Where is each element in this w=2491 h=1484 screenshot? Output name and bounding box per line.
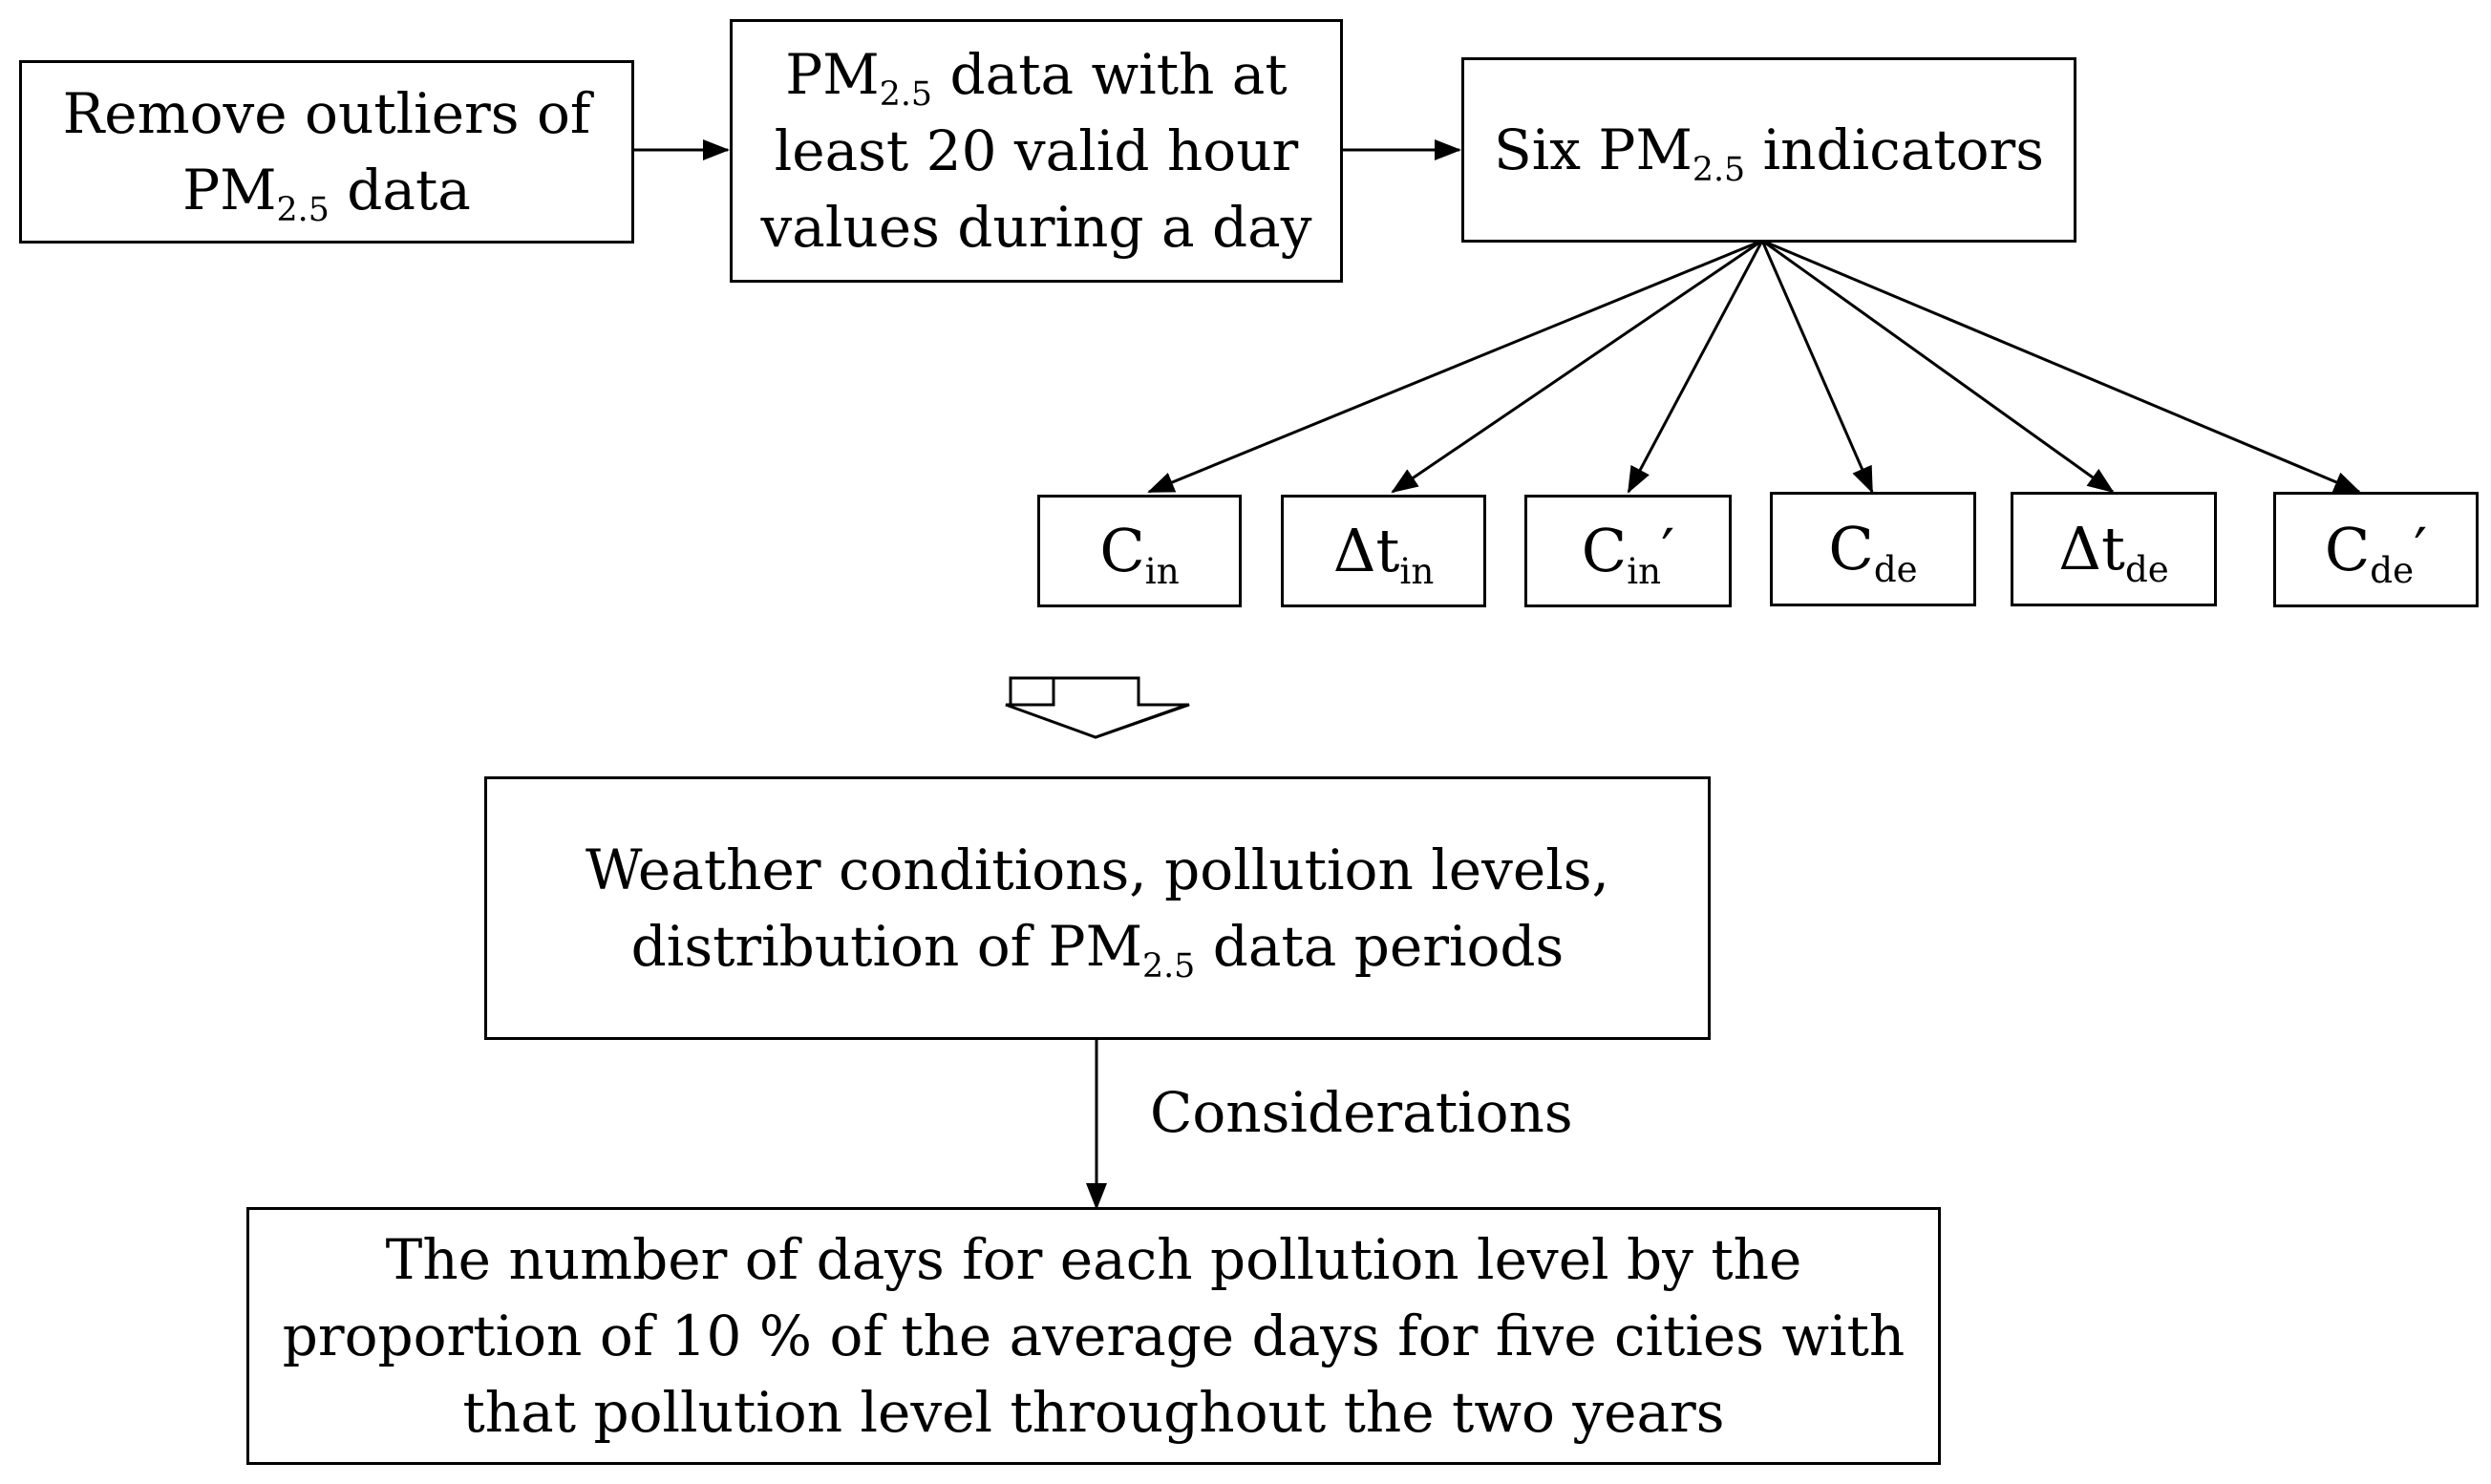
remove-outliers-box: Remove outliers of PM2.5 data — [19, 60, 634, 244]
result-box: The number of days for each pollution le… — [246, 1207, 1941, 1465]
arrow-to-dtin — [1391, 239, 1763, 494]
six-indicators-label: Six PM2.5 indicators — [1494, 117, 2044, 190]
six-indicators-box: Six PM2.5 indicators — [1461, 57, 2076, 243]
result-line2: proportion of 10 % of the average days f… — [282, 1304, 1906, 1368]
indicator-box-cde: Cde — [1770, 492, 1976, 606]
remove-outliers-line2: PM2.5 data — [182, 158, 471, 230]
valid-hours-box: PM2.5 data with at least 20 valid hour v… — [730, 19, 1343, 283]
arrow-to-cde — [1760, 240, 1874, 494]
conditions-line2: distribution of PM2.5 data periods — [630, 914, 1565, 986]
indicator-box-dtin: Δtin — [1281, 495, 1486, 607]
indicator-box-dtde: Δtde — [2011, 492, 2217, 606]
conditions-box: Weather conditions, pollution levels, di… — [484, 776, 1711, 1040]
arrow-to-cde-prime — [1761, 239, 2361, 494]
result-line1: The number of days for each pollution le… — [385, 1227, 1802, 1292]
considerations-label: Considerations — [1150, 1080, 1573, 1145]
hollow-down-arrow — [1005, 676, 1188, 739]
indicator-box-cin: Cin — [1037, 495, 1242, 607]
result-line3: that pollution level throughout the two … — [462, 1380, 1725, 1445]
valid-hours-line3: values during a day — [760, 195, 1312, 260]
conditions-line1: Weather conditions, pollution levels, — [585, 837, 1609, 902]
remove-outliers-line1: Remove outliers of — [62, 81, 591, 146]
arrow-to-dtde — [1761, 239, 2115, 494]
valid-hours-line2: least 20 valid hour — [774, 118, 1299, 183]
valid-hours-line1: PM2.5 data with at — [785, 42, 1288, 115]
arrow-to-cin — [1147, 239, 1763, 494]
fan-arrows — [1147, 239, 2361, 494]
arrow-to-cin-prime — [1627, 240, 1764, 494]
indicator-box-cin-prime: Cin′ — [1524, 495, 1732, 607]
indicator-box-cde-prime: Cde′ — [2273, 492, 2479, 607]
